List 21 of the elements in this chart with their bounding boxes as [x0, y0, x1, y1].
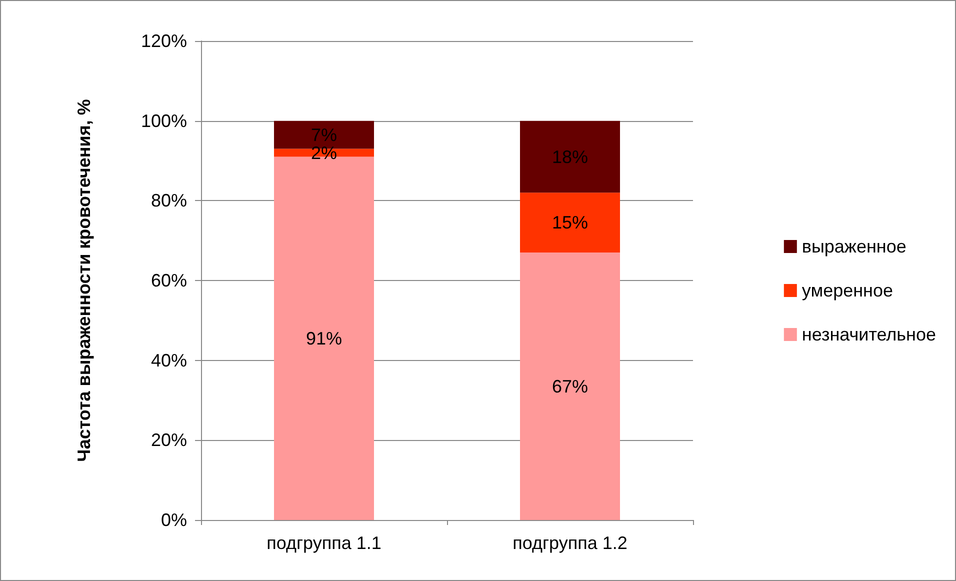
data-label: 7%: [310, 124, 338, 145]
data-label: 91%: [306, 328, 342, 348]
y-axis-title: Частота выраженности кровотечения, %: [74, 99, 94, 462]
legend-label: выраженное: [802, 236, 906, 256]
y-tick-label: 60%: [150, 270, 187, 290]
data-label: 18%: [552, 146, 588, 167]
y-tick-label: 80%: [150, 190, 187, 211]
data-label: 67%: [552, 376, 588, 396]
bar: [520, 120, 620, 193]
y-tick-label: 40%: [150, 350, 187, 370]
legend-label: умеренное: [802, 280, 894, 300]
legend-label: незначительное: [802, 324, 936, 344]
data-label: 15%: [552, 212, 588, 233]
y-tick-label: 100%: [140, 110, 187, 131]
y-tick-label: 120%: [140, 31, 187, 51]
bar: [520, 252, 620, 520]
x-tick-label: подгруппа 1.2: [512, 533, 628, 553]
y-tick-label: 0%: [160, 510, 187, 530]
x-tick-label: подгруппа 1.1: [266, 533, 382, 553]
bar: [520, 192, 620, 253]
y-tick-label: 20%: [150, 430, 187, 450]
